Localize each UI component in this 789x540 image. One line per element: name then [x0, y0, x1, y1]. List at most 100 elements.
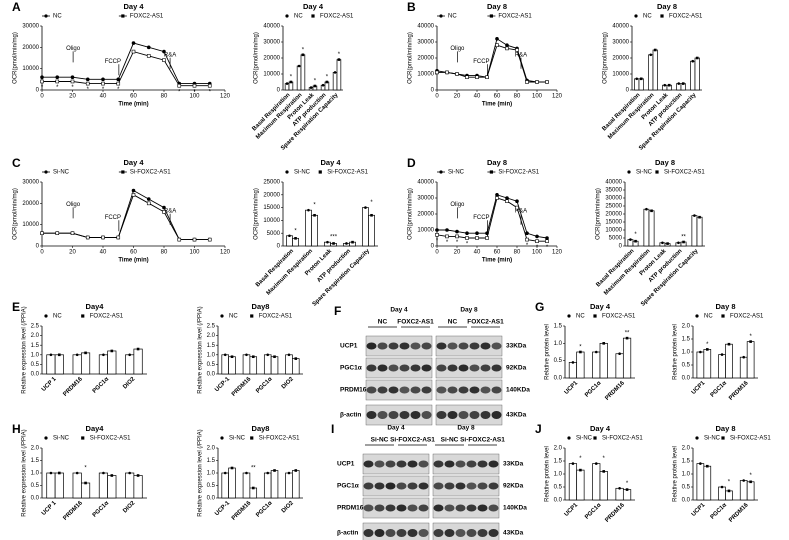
y-tick-label: 0: [277, 88, 281, 94]
blot-band: [421, 411, 432, 419]
bar-marker: [49, 471, 53, 475]
y-tick-label: 1.0: [31, 352, 40, 358]
y-axis-label: OCR(pmol/min/mg): [603, 32, 609, 84]
blot-band: [444, 460, 455, 468]
point: [131, 193, 136, 197]
significance: *: [117, 87, 120, 93]
blot-band: [388, 342, 399, 350]
group-label: Si-NC: [371, 437, 389, 444]
legend-label: FOXC2-AS1: [320, 14, 354, 20]
bar: [221, 472, 229, 499]
blot-band: [377, 411, 388, 419]
x-tick-label: 80: [161, 250, 168, 256]
legend-label: Si-FOXC2-AS1: [498, 170, 539, 176]
x-tick-label: DIO2: [122, 376, 137, 391]
y-tick-label: 10000: [417, 228, 434, 234]
bar-marker: [313, 84, 317, 88]
blot-band: [447, 411, 458, 419]
blot-band: [388, 386, 399, 394]
x-tick-label: DIO2: [281, 500, 296, 515]
chart-title: Day 4: [303, 2, 324, 11]
point: [445, 228, 449, 232]
point: [85, 235, 90, 240]
blot-band: [366, 411, 377, 419]
bar: [242, 472, 251, 499]
legend-marker: [318, 170, 322, 174]
blot-band: [363, 504, 374, 512]
point: [40, 231, 44, 235]
bar: [125, 354, 135, 375]
legend-marker: [44, 170, 48, 174]
x-tick-label: 40: [474, 94, 481, 100]
bar-marker: [289, 80, 293, 84]
bar-marker: [629, 238, 632, 241]
point: [101, 235, 105, 240]
legend-marker: [721, 436, 725, 440]
significance: *: [546, 245, 549, 251]
bar-marker: [223, 353, 227, 357]
point: [70, 79, 75, 84]
bar: [292, 470, 300, 499]
point: [505, 199, 509, 203]
significance: *: [338, 52, 341, 58]
y-tick-label: 0: [619, 244, 623, 250]
blot-band: [374, 529, 385, 537]
y-tick-label: 40000: [263, 24, 280, 30]
x-tick-label: 120: [552, 250, 563, 256]
group-label: Si-NC: [441, 437, 459, 444]
row-label: PRDM16: [340, 387, 367, 394]
bar: [46, 472, 56, 499]
size-label: 33KDa: [506, 343, 527, 350]
bar-marker: [691, 59, 695, 63]
size-label: 140KDa: [503, 505, 527, 512]
significance: *: [193, 89, 196, 95]
y-tick-label: 2.0: [682, 324, 691, 330]
point: [455, 229, 459, 234]
bar: [615, 353, 624, 379]
blot-band: [455, 482, 466, 490]
bar-marker: [325, 80, 329, 84]
group-label: Si-FOXC2-AS1: [390, 437, 435, 444]
bar: [746, 481, 755, 501]
blot-band: [488, 504, 499, 512]
bar-marker: [727, 489, 731, 493]
blot-strip: [365, 379, 433, 401]
y-tick-label: 0.5: [31, 483, 40, 489]
bar-marker: [266, 353, 270, 357]
legend-label: Si-NC: [229, 436, 246, 442]
blot-band: [469, 411, 480, 419]
point: [495, 193, 499, 197]
blot-band: [421, 386, 432, 394]
significance: *: [728, 480, 731, 486]
bar-marker: [677, 82, 681, 85]
y-tick-label: 30000: [417, 196, 434, 202]
x-tick-label: 20: [454, 250, 461, 256]
legend-marker: [285, 170, 289, 174]
bar: [690, 60, 696, 91]
significance: *: [84, 466, 87, 472]
blot-band: [363, 460, 374, 468]
y-axis-label: OCR(pmol/min/mg): [254, 188, 260, 240]
blot-strip: [435, 357, 503, 379]
x-tick-label: PGC1α: [584, 502, 603, 521]
legend-label: NC: [53, 14, 62, 20]
x-axis-label: Time (min): [482, 258, 512, 264]
blot-band: [458, 342, 469, 350]
bar-marker: [571, 361, 575, 364]
bar: [98, 354, 108, 375]
bar-marker: [273, 355, 276, 359]
y-tick-label: 25000: [263, 180, 280, 186]
x-tick-label: UCP1: [691, 380, 707, 396]
point: [525, 231, 529, 235]
point: [525, 237, 529, 242]
chart-title: Day 4: [123, 2, 144, 11]
bar-marker: [699, 462, 702, 465]
blot-band: [396, 482, 407, 490]
bar-marker: [309, 86, 313, 89]
bar: [125, 472, 135, 499]
bar-marker: [321, 83, 325, 87]
significance: *: [178, 89, 181, 95]
significance: *: [370, 200, 373, 206]
y-tick-label: 15000: [263, 205, 280, 211]
x-axis-label: Time (min): [118, 102, 148, 108]
